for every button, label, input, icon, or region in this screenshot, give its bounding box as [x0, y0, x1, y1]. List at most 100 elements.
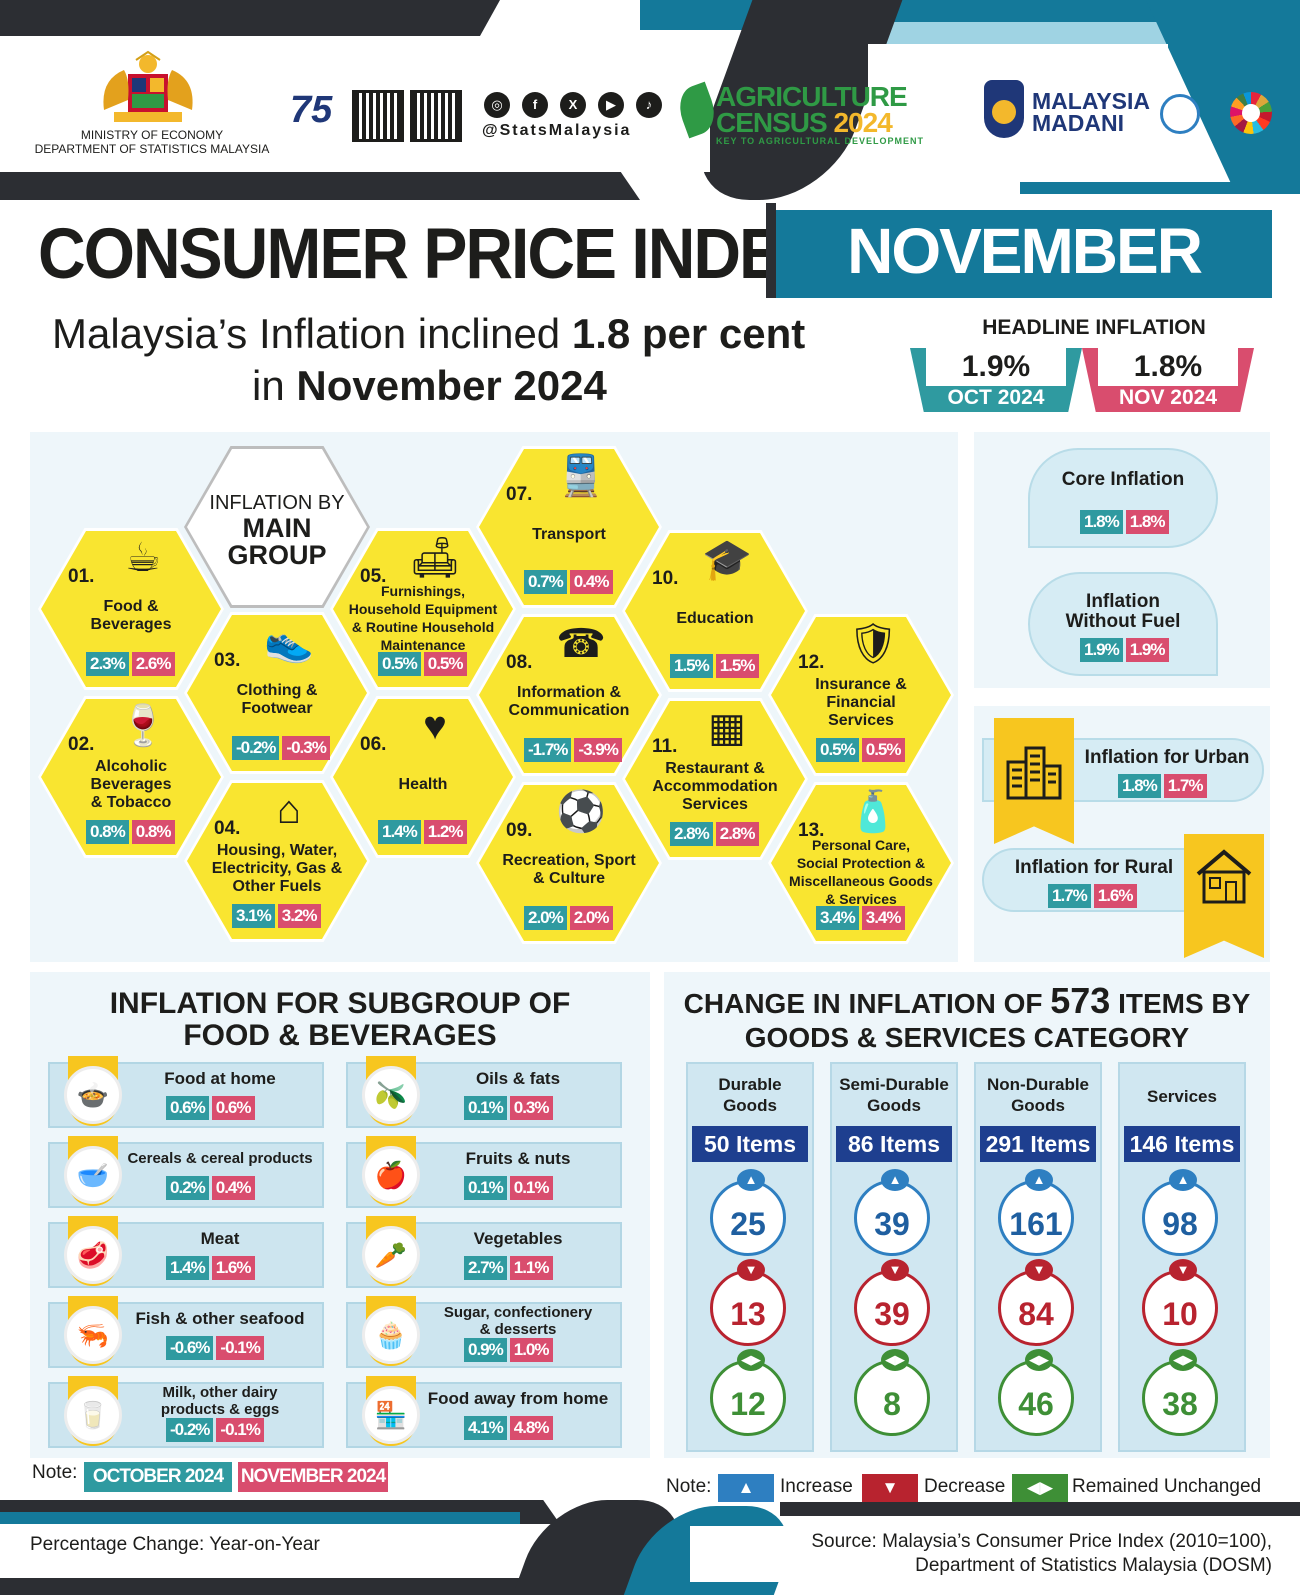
unchanged-count-value: 46 — [1018, 1386, 1054, 1422]
category-name: Non-Durable Goods — [987, 1075, 1089, 1115]
qr-code-icon[interactable] — [352, 90, 404, 142]
youtube-icon[interactable]: ▶ — [598, 92, 624, 118]
decrease-count: 10 ▼ — [1142, 1259, 1218, 1346]
subgroup-name: Sugar, confectionery & desserts — [443, 1304, 593, 1338]
shoe-icon: 👟 — [264, 620, 314, 664]
increase-count: 39 ▲ — [854, 1169, 930, 1256]
unchanged-count-value: 12 — [730, 1386, 766, 1422]
decrease-count-value: 39 — [874, 1296, 910, 1332]
value-nov: 0.5% — [861, 738, 905, 762]
shrimp-icon: 🦐 — [64, 1306, 122, 1364]
milk-icon: 🥛 — [64, 1386, 122, 1444]
qr-code-icon[interactable] — [410, 90, 462, 142]
headline-nov-badge: 1.8% NOV 2024 — [1082, 348, 1254, 412]
legend-october: OCTOBER 2024 — [84, 1462, 232, 1492]
unchanged-count: 46 ◀▶ — [998, 1349, 1074, 1436]
decrease-count-value: 84 — [1018, 1296, 1054, 1332]
oil-bottle-icon: 🫒 — [362, 1066, 420, 1124]
value-oct: 2.8% — [670, 822, 713, 846]
group-values: 0.8% 0.8% — [86, 820, 175, 844]
group-number: 08. — [506, 652, 533, 673]
group-number: 04. — [214, 818, 241, 839]
main-group-title-line3: GROUP — [227, 540, 327, 570]
category-column: Semi-Durable Goods 86 Items 39 ▲ 39 ▼ 8 ◀▶ — [830, 1062, 958, 1452]
tiktok-icon[interactable]: ♪ — [636, 92, 662, 118]
legend-increase-box: ▲ — [718, 1474, 774, 1502]
madani-hand-accent — [992, 100, 1016, 124]
value-nov: 2.8% — [715, 822, 759, 846]
bottle-glass-icon: 🍷 — [118, 704, 168, 748]
decrease-count-value: 10 — [1162, 1296, 1198, 1332]
top-band-teal-bottom — [1020, 182, 1300, 194]
graduation-cap-icon: 🎓 — [702, 538, 752, 582]
category-name: Durable Goods — [718, 1075, 782, 1115]
value-nov: -0.1% — [216, 1336, 264, 1360]
ministry-line2: DEPARTMENT OF STATISTICS MALAYSIA — [34, 142, 270, 156]
dosm-75-logo: 75 — [290, 88, 342, 136]
hexagon-group-4 — [187, 783, 367, 939]
dosm-75-number: 75 — [290, 89, 333, 131]
value-oct: -0.6% — [166, 1336, 214, 1360]
arrow-up-icon: ▲ — [881, 1169, 909, 1191]
nofuel-title: Inflation Without Fuel — [1065, 591, 1181, 632]
increase-count: 161 ▲ — [998, 1169, 1074, 1256]
subgroup-values: 2.7% 1.1% — [464, 1256, 553, 1280]
arrow-up-icon: ▲ — [1169, 1169, 1197, 1191]
hexagon-group-6 — [333, 699, 513, 855]
value-oct: 0.2% — [166, 1176, 209, 1200]
value-nov: 0.4% — [211, 1176, 255, 1200]
recreation-icon: ⚽ — [556, 790, 606, 834]
legend-decrease-box: ▼ — [862, 1474, 918, 1502]
value-oct: 1.4% — [378, 820, 421, 844]
arrow-down-icon: ▼ — [1025, 1259, 1053, 1281]
core-inflation-card: Core Inflation 1.8% 1.8% — [1028, 448, 1218, 548]
subgroup-values: 0.9% 1.0% — [464, 1338, 553, 1362]
footer-teal-bar — [0, 1512, 520, 1524]
increase-count-value: 161 — [1009, 1206, 1063, 1242]
value-oct: 0.5% — [378, 652, 421, 676]
core-nov: 1.8% — [1125, 510, 1169, 534]
hexagon-group-5 — [333, 531, 513, 687]
instagram-icon[interactable]: ◎ — [484, 92, 510, 118]
value-oct: 4.1% — [464, 1416, 507, 1440]
group-number: 12. — [798, 652, 825, 673]
data-chart-logo-icon — [1160, 94, 1200, 134]
stall-icon: 🏪 — [362, 1386, 420, 1444]
title-box-edge — [766, 203, 776, 298]
subgroup-values: 0.6% 0.6% — [166, 1096, 255, 1120]
nofuel-nov: 1.9% — [1125, 638, 1169, 662]
urban-values: 1.8% 1.7% — [1118, 774, 1207, 798]
value-oct: 3.1% — [232, 904, 275, 928]
x-twitter-icon[interactable]: X — [560, 92, 586, 118]
subgroup-name: Food at home — [164, 1069, 276, 1088]
legend-unchanged-label: Remained Unchanged — [1072, 1476, 1262, 1497]
subgroup-name: Fish & other seafood — [135, 1309, 305, 1328]
subgroup-name: Vegetables — [473, 1229, 563, 1248]
group-values: 1.4% 1.2% — [378, 820, 467, 844]
group-name: Furnishings, Household Equipment & Routi… — [348, 583, 498, 653]
top-stripe-left — [0, 0, 500, 36]
category-column: Services 146 Items 98 ▲ 10 ▼ 38 ◀▶ — [1118, 1062, 1246, 1452]
group-name: Food & Beverages — [90, 598, 172, 633]
group-values: -1.7% -3.9% — [524, 738, 622, 762]
group-number: 02. — [68, 734, 95, 755]
pot-icon: 🍲 — [64, 1066, 122, 1124]
group-number: 05. — [360, 566, 387, 587]
group-values: 0.5% 0.5% — [816, 738, 905, 762]
categories-title-line2: GOODS & SERVICES CATEGORY — [744, 1022, 1190, 1053]
sub-mid: in — [252, 362, 297, 409]
ministry-line1: MINISTRY OF ECONOMY — [80, 128, 224, 142]
category-column: Non-Durable Goods 291 Items 161 ▲ 84 ▼ 46 ◀▶ — [974, 1062, 1102, 1452]
furniture-icon: 🛋 — [409, 536, 461, 580]
increase-count: 25 ▲ — [710, 1169, 786, 1256]
agri-tagline: KEY TO AGRICULTURAL DEVELOPMENT — [716, 136, 925, 146]
value-oct: 0.7% — [524, 570, 567, 594]
group-values: 1.5% 1.5% — [670, 654, 759, 678]
village-house-icon — [1196, 849, 1252, 904]
social-handle[interactable]: @StatsMalaysia — [482, 122, 632, 139]
group-values: 2.0% 2.0% — [524, 906, 613, 930]
value-oct: 0.1% — [464, 1096, 507, 1120]
facebook-icon[interactable]: f — [522, 92, 548, 118]
group-number: 03. — [214, 650, 241, 671]
value-nov: 0.3% — [509, 1096, 553, 1120]
